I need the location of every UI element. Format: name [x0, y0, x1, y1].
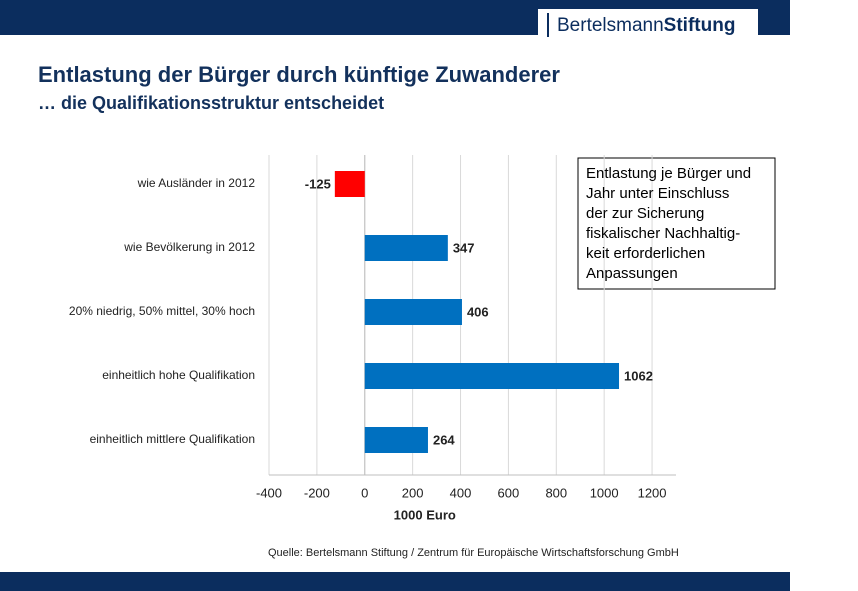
- value-label: 406: [467, 304, 489, 319]
- annotation-box: [577, 157, 776, 290]
- annotation-line: Entlastung je Bürger und: [586, 165, 751, 182]
- annotation-line: fiskalischer Nachhaltig-: [586, 225, 740, 242]
- x-tick-label: 1000: [590, 485, 619, 500]
- bar: [364, 235, 448, 261]
- source: Quelle: Bertelsmann Stiftung / Zentrum f…: [268, 547, 679, 559]
- annotation-line: Anpassungen: [586, 265, 678, 282]
- y-tick-label: wie Bevölkerung in 2012: [123, 240, 255, 254]
- y-tick-label: wie Ausländer in 2012: [137, 176, 256, 190]
- x-axis-label: 1000 Euro: [394, 507, 456, 522]
- bar: [364, 299, 462, 325]
- logo-part: Stiftung: [664, 15, 736, 36]
- logo-part: Bertelsmann: [557, 15, 664, 36]
- title: Entlastung der Bürger durch künftige Zuw…: [38, 62, 560, 87]
- x-tick-label: 200: [402, 485, 424, 500]
- y-tick-label: einheitlich mittlere Qualifikation: [90, 432, 255, 446]
- x-tick-label: -200: [304, 485, 330, 500]
- bar: [364, 363, 620, 389]
- bar: [364, 427, 428, 453]
- x-tick-label: 0: [361, 485, 368, 500]
- logo-box: [538, 9, 758, 40]
- bottom-bar: [0, 572, 790, 591]
- value-label: 264: [433, 432, 455, 447]
- logo: BertelsmannStiftung: [557, 15, 735, 36]
- annotation-line: Jahr unter Einschluss: [586, 185, 729, 202]
- value-label: -125: [305, 176, 331, 191]
- y-tick-label: 20% niedrig, 50% mittel, 30% hoch: [69, 304, 255, 318]
- x-tick-label: 600: [498, 485, 520, 500]
- x-tick-label: -400: [256, 485, 282, 500]
- x-tick-label: 1200: [638, 485, 667, 500]
- x-tick-label: 400: [450, 485, 472, 500]
- subtitle: … die Qualifikationsstruktur entscheidet: [38, 93, 384, 113]
- value-label: 1062: [624, 368, 653, 383]
- x-tick-label: 800: [545, 485, 567, 500]
- bar: [334, 171, 365, 197]
- value-label: 347: [453, 240, 475, 255]
- annotation-line: keit erforderlichen: [586, 245, 705, 262]
- y-tick-label: einheitlich hohe Qualifikation: [102, 368, 255, 382]
- annotation-line: der zur Sicherung: [586, 205, 704, 222]
